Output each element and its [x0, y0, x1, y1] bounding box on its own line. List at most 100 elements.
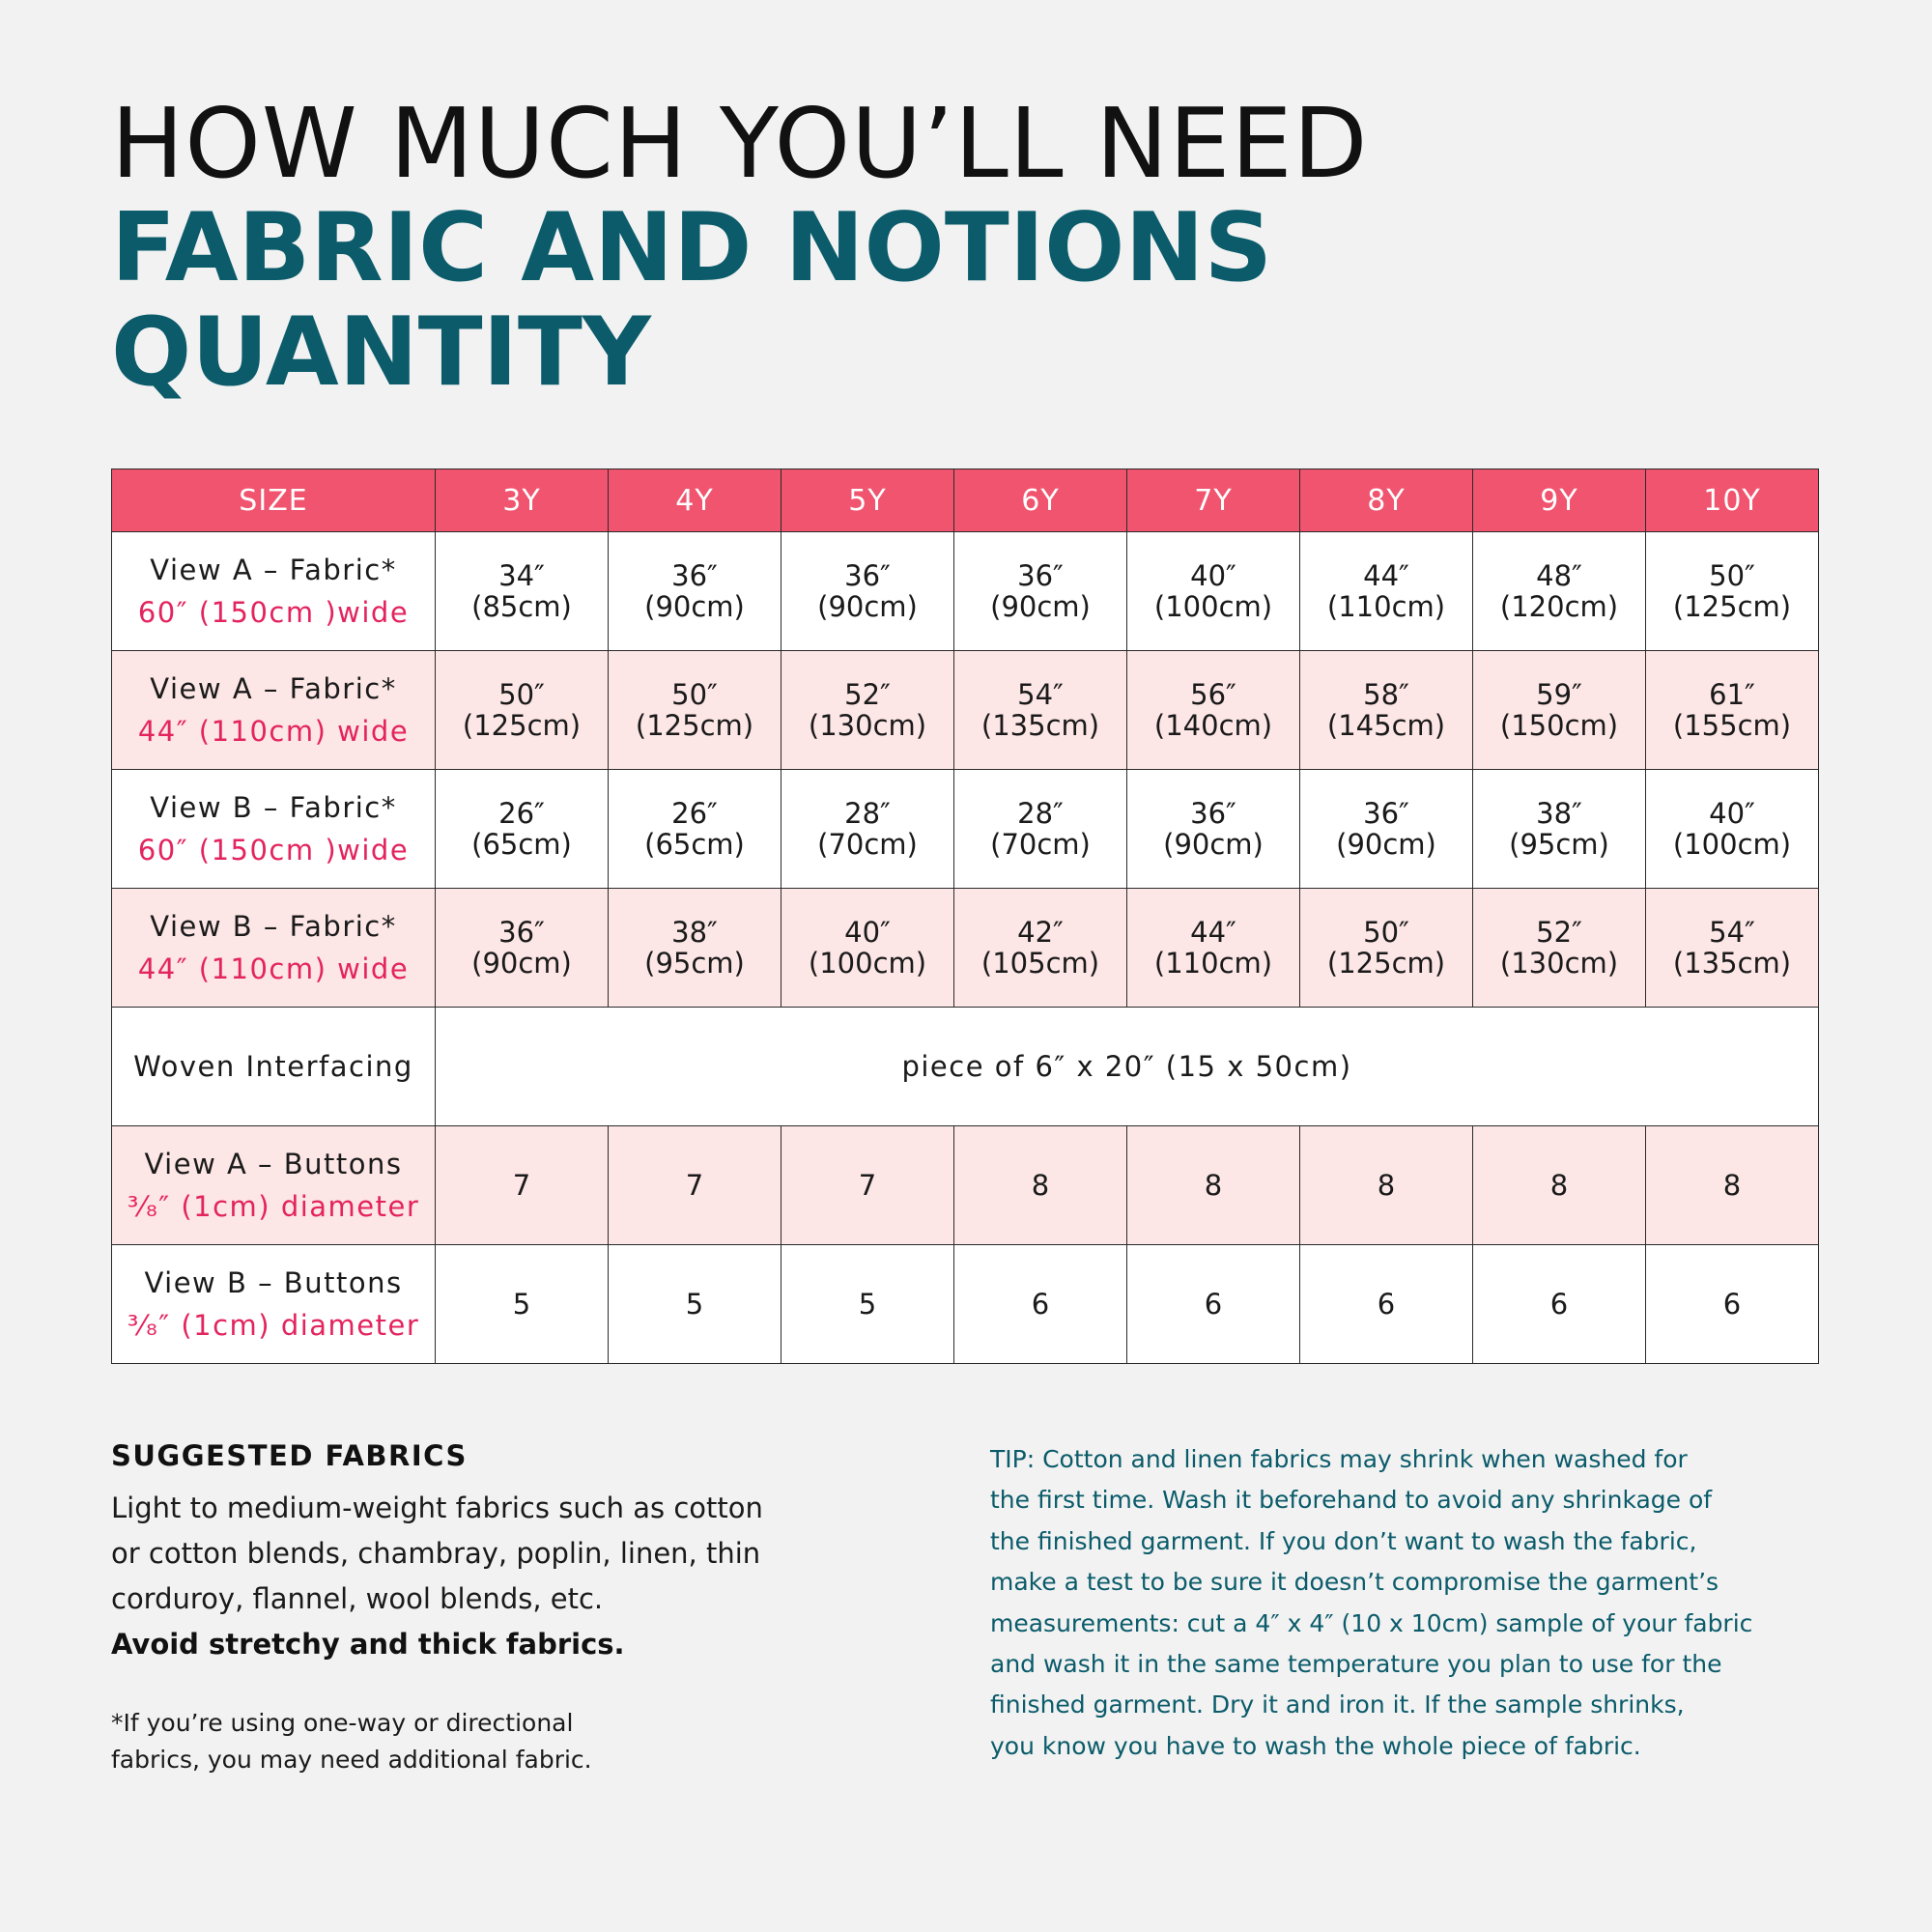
cell-cm: (125cm) — [1326, 947, 1446, 980]
table-cell: 36″ (90cm) — [435, 888, 609, 1008]
tip-line: measurements: cut a 4″ x 4″ (10 x 10cm) … — [990, 1608, 1753, 1637]
table-row: View B – Fabric* 44″ (110cm) wide 36″ (90… — [111, 888, 1819, 1008]
cell-inches: 28″ — [1017, 797, 1064, 830]
table-cell: 38″ (95cm) — [1472, 769, 1646, 889]
cell-inches: 48″ — [1536, 559, 1582, 592]
table-cell: 40″ (100cm) — [781, 888, 954, 1008]
cell-cm: (145cm) — [1326, 709, 1446, 742]
table-cell: 8 — [1645, 1125, 1819, 1245]
table-cell: 28″ (70cm) — [953, 769, 1127, 889]
cell-inches: 58″ — [1363, 678, 1409, 711]
footnote-line: *If you’re using one-way or directional — [111, 1709, 574, 1737]
cell-inches: 54″ — [1017, 678, 1064, 711]
cell-inches: 50″ — [1709, 559, 1755, 592]
table-cell: 36″ (90cm) — [608, 531, 781, 651]
cell-inches: 52″ — [844, 678, 891, 711]
cell-inches: 52″ — [1536, 916, 1582, 949]
table-cell: 5 — [608, 1244, 781, 1364]
table-cell: 50″ (125cm) — [1299, 888, 1473, 1008]
cell-cm: (90cm) — [1163, 828, 1264, 861]
cell-cm: (150cm) — [1499, 709, 1619, 742]
table-cell: 54″ (135cm) — [1645, 888, 1819, 1008]
table-cell: 58″ (145cm) — [1299, 650, 1473, 770]
row-label-sub: 44″ (110cm) wide — [137, 715, 410, 748]
table-row: View A – Fabric* 60″ (150cm )wide 34″ (85… — [111, 531, 1819, 651]
table-cell: 48″ (120cm) — [1472, 531, 1646, 651]
cell-cm: (85cm) — [471, 590, 572, 623]
header-cell-9y: 9Y — [1472, 469, 1646, 532]
row-label-sub: 60″ (150cm )wide — [137, 834, 410, 867]
row-label: View A – Fabric* 60″ (150cm )wide — [111, 531, 436, 651]
cell-cm: (100cm) — [1153, 590, 1273, 623]
tip-line: TIP: Cotton and linen fabrics may shrink… — [990, 1445, 1688, 1473]
header-cell-4y: 4Y — [608, 469, 781, 532]
cell-inches: 42″ — [1017, 916, 1064, 949]
cell-inches: 34″ — [498, 559, 545, 592]
suggested-fabrics-line: Light to medium-weight fabrics such as c… — [111, 1492, 763, 1524]
suggested-fabrics-warning: Avoid stretchy and thick fabrics. — [111, 1628, 625, 1661]
table-cell: 6 — [953, 1244, 1127, 1364]
cell-cm: (95cm) — [1509, 828, 1609, 861]
cell-cm: (135cm) — [980, 709, 1100, 742]
table-cell: 26″ (65cm) — [608, 769, 781, 889]
cell-cm: (110cm) — [1326, 590, 1446, 623]
row-label-main: View A – Buttons — [144, 1148, 403, 1180]
table-row: View A – Buttons ³⁄₈″ (1cm) diameter 7 7… — [111, 1125, 1819, 1245]
table-cell: 7 — [781, 1125, 954, 1245]
cell-cm: (65cm) — [471, 828, 572, 861]
cell-inches: 59″ — [1536, 678, 1582, 711]
cell-cm: (70cm) — [990, 828, 1091, 861]
table-cell: 6 — [1472, 1244, 1646, 1364]
cell-inches: 36″ — [1363, 797, 1409, 830]
table-cell: 8 — [953, 1125, 1127, 1245]
page-title: HOW MUCH YOU’LL NEED — [111, 87, 1369, 200]
row-label: View B – Fabric* 44″ (110cm) wide — [111, 888, 436, 1008]
row-label-sub: 44″ (110cm) wide — [137, 952, 410, 985]
row-label: View A – Buttons ³⁄₈″ (1cm) diameter — [111, 1125, 436, 1245]
cell-inches: 36″ — [1190, 797, 1236, 830]
tip-line: you know you have to wash the whole piec… — [990, 1731, 1641, 1760]
header-cell-10y: 10Y — [1645, 469, 1819, 532]
cell-cm: (155cm) — [1672, 709, 1792, 742]
header-cell-5y: 5Y — [781, 469, 954, 532]
cell-cm: (90cm) — [644, 590, 745, 623]
cell-inches: 56″ — [1190, 678, 1236, 711]
table-cell: 52″ (130cm) — [781, 650, 954, 770]
table-cell: 40″ (100cm) — [1645, 769, 1819, 889]
quantity-table: SIZE 3Y 4Y 5Y 6Y 7Y 8Y 9Y 10Y View A – F… — [111, 469, 1819, 1364]
table-cell: 40″ (100cm) — [1126, 531, 1300, 651]
cell-inches: 61″ — [1709, 678, 1755, 711]
cell-cm: (95cm) — [644, 947, 745, 980]
cell-inches: 26″ — [498, 797, 545, 830]
table-cell: 6 — [1299, 1244, 1473, 1364]
cell-inches: 28″ — [844, 797, 891, 830]
cell-cm: (125cm) — [462, 709, 582, 742]
table-cell: 8 — [1126, 1125, 1300, 1245]
table-cell: 44″ (110cm) — [1299, 531, 1473, 651]
title-block: HOW MUCH YOU’LL NEED FABRIC AND NOTIONS … — [111, 87, 1369, 406]
cell-inches: 44″ — [1190, 916, 1236, 949]
row-label-main: View B – Buttons — [144, 1266, 403, 1299]
footnote: *If you’re using one-way or directional … — [111, 1705, 613, 1778]
cell-inches: 40″ — [844, 916, 891, 949]
footnote-line: fabrics, you may need additional fabric. — [111, 1746, 592, 1774]
table-header-row: SIZE 3Y 4Y 5Y 6Y 7Y 8Y 9Y 10Y — [111, 469, 1819, 532]
cell-inches: 50″ — [671, 678, 718, 711]
table-cell: 5 — [781, 1244, 954, 1364]
table-cell: 56″ (140cm) — [1126, 650, 1300, 770]
cell-cm: (105cm) — [980, 947, 1100, 980]
cell-cm: (125cm) — [635, 709, 754, 742]
row-label: Woven Interfacing — [111, 1007, 436, 1126]
table-cell: 42″ (105cm) — [953, 888, 1127, 1008]
table-cell: 54″ (135cm) — [953, 650, 1127, 770]
table-cell: 6 — [1645, 1244, 1819, 1364]
table-row: Woven Interfacing piece of 6″ x 20″ (15 … — [111, 1007, 1819, 1126]
suggested-fabrics-heading: SUGGESTED FABRICS — [111, 1439, 468, 1472]
cell-cm: (130cm) — [808, 709, 927, 742]
header-cell-8y: 8Y — [1299, 469, 1473, 532]
row-label-sub: 60″ (150cm )wide — [137, 596, 410, 629]
cell-cm: (110cm) — [1153, 947, 1273, 980]
table-cell: 44″ (110cm) — [1126, 888, 1300, 1008]
table-cell: 36″ (90cm) — [1299, 769, 1473, 889]
row-label-sub: ³⁄₈″ (1cm) diameter — [127, 1190, 420, 1223]
